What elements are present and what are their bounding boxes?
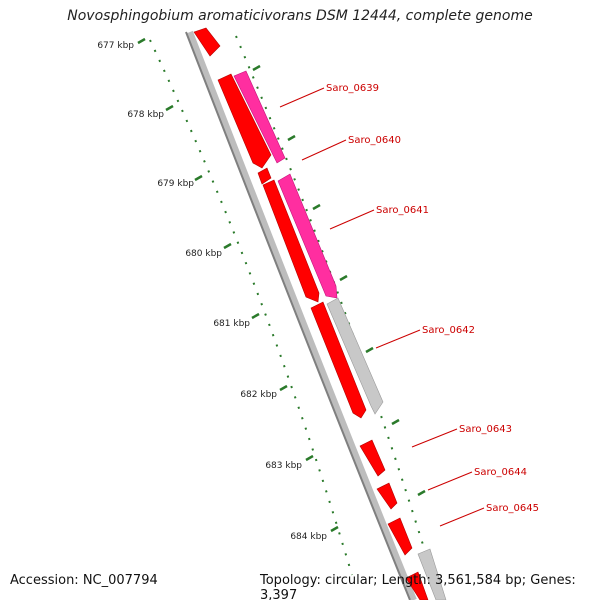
leader-line	[329, 209, 375, 230]
leader-line	[439, 507, 485, 527]
genome-backbone	[185, 30, 417, 600]
kbp-label: 677 kbp	[97, 41, 134, 51]
outer-tick	[339, 274, 348, 282]
kbp-ticks	[137, 37, 426, 533]
gene-forward[interactable]	[310, 301, 367, 419]
kbp-tick	[251, 312, 260, 320]
outer-tick	[391, 418, 400, 426]
kbp-label: 680 kbp	[185, 249, 222, 259]
leader-line	[279, 87, 325, 108]
gene-label[interactable]: Saro_0644	[474, 467, 527, 478]
gene-forward[interactable]	[405, 571, 429, 600]
gene-label[interactable]: Saro_0645	[486, 503, 539, 514]
kbp-labels: 677 kbp 678 kbp 679 kbp 680 kbp 681 kbp …	[97, 41, 327, 542]
kbp-tick	[137, 37, 146, 45]
kbp-tick	[330, 525, 339, 533]
kbp-label: 678 kbp	[127, 110, 164, 120]
reverse-genes	[233, 70, 447, 600]
gene-label[interactable]: Saro_0640	[348, 135, 401, 146]
gene-forward[interactable]	[257, 167, 272, 185]
gene-reverse-pink[interactable]	[277, 173, 338, 299]
kbp-label: 683 kbp	[265, 461, 302, 471]
accession-text: Accession: NC_007794	[10, 573, 158, 588]
kbp-tick	[279, 384, 288, 392]
outer-tick	[252, 64, 261, 72]
kbp-label: 684 kbp	[290, 532, 327, 542]
gene-forward[interactable]	[262, 179, 320, 303]
gene-forward[interactable]	[387, 517, 413, 556]
outer-tick	[312, 203, 321, 211]
gene-forward[interactable]	[359, 439, 386, 477]
gene-forward[interactable]	[376, 482, 398, 510]
outer-tick	[417, 489, 426, 497]
kbp-label: 679 kbp	[157, 179, 194, 189]
genome-summary-text: Topology: circular; Length: 3,561,584 bp…	[260, 573, 576, 600]
outer-tick	[365, 346, 374, 354]
leader-line	[411, 428, 458, 448]
gene-reverse-pink[interactable]	[233, 70, 286, 164]
kbp-tick	[305, 454, 314, 462]
kbp-tick	[165, 104, 174, 112]
outer-tick	[287, 134, 296, 142]
gene-forward[interactable]	[193, 27, 221, 57]
gene-label[interactable]: Saro_0639	[326, 83, 379, 94]
gene-forward[interactable]	[217, 73, 272, 169]
backbone-line	[185, 31, 411, 600]
gene-leader-lines	[279, 87, 485, 527]
leader-line	[427, 471, 473, 491]
gene-label[interactable]: Saro_0643	[459, 424, 512, 435]
kbp-label: 681 kbp	[213, 319, 250, 329]
leader-line	[301, 139, 347, 161]
leader-line	[375, 329, 421, 349]
gene-reverse-gray[interactable]	[417, 548, 447, 600]
kbp-label: 682 kbp	[240, 390, 277, 400]
genome-title: Novosphingobium aromaticivorans DSM 1244…	[67, 8, 533, 24]
gene-labels: Saro_0639 Saro_0640 Saro_0641 Saro_0642 …	[326, 83, 539, 514]
kbp-tick	[223, 242, 232, 250]
gene-label[interactable]: Saro_0642	[422, 325, 475, 336]
kbp-tick	[194, 174, 203, 182]
gene-label[interactable]: Saro_0641	[376, 205, 429, 216]
gene-reverse-gray[interactable]	[326, 297, 384, 415]
forward-genes	[193, 27, 429, 600]
backbone-shadow	[187, 30, 417, 600]
